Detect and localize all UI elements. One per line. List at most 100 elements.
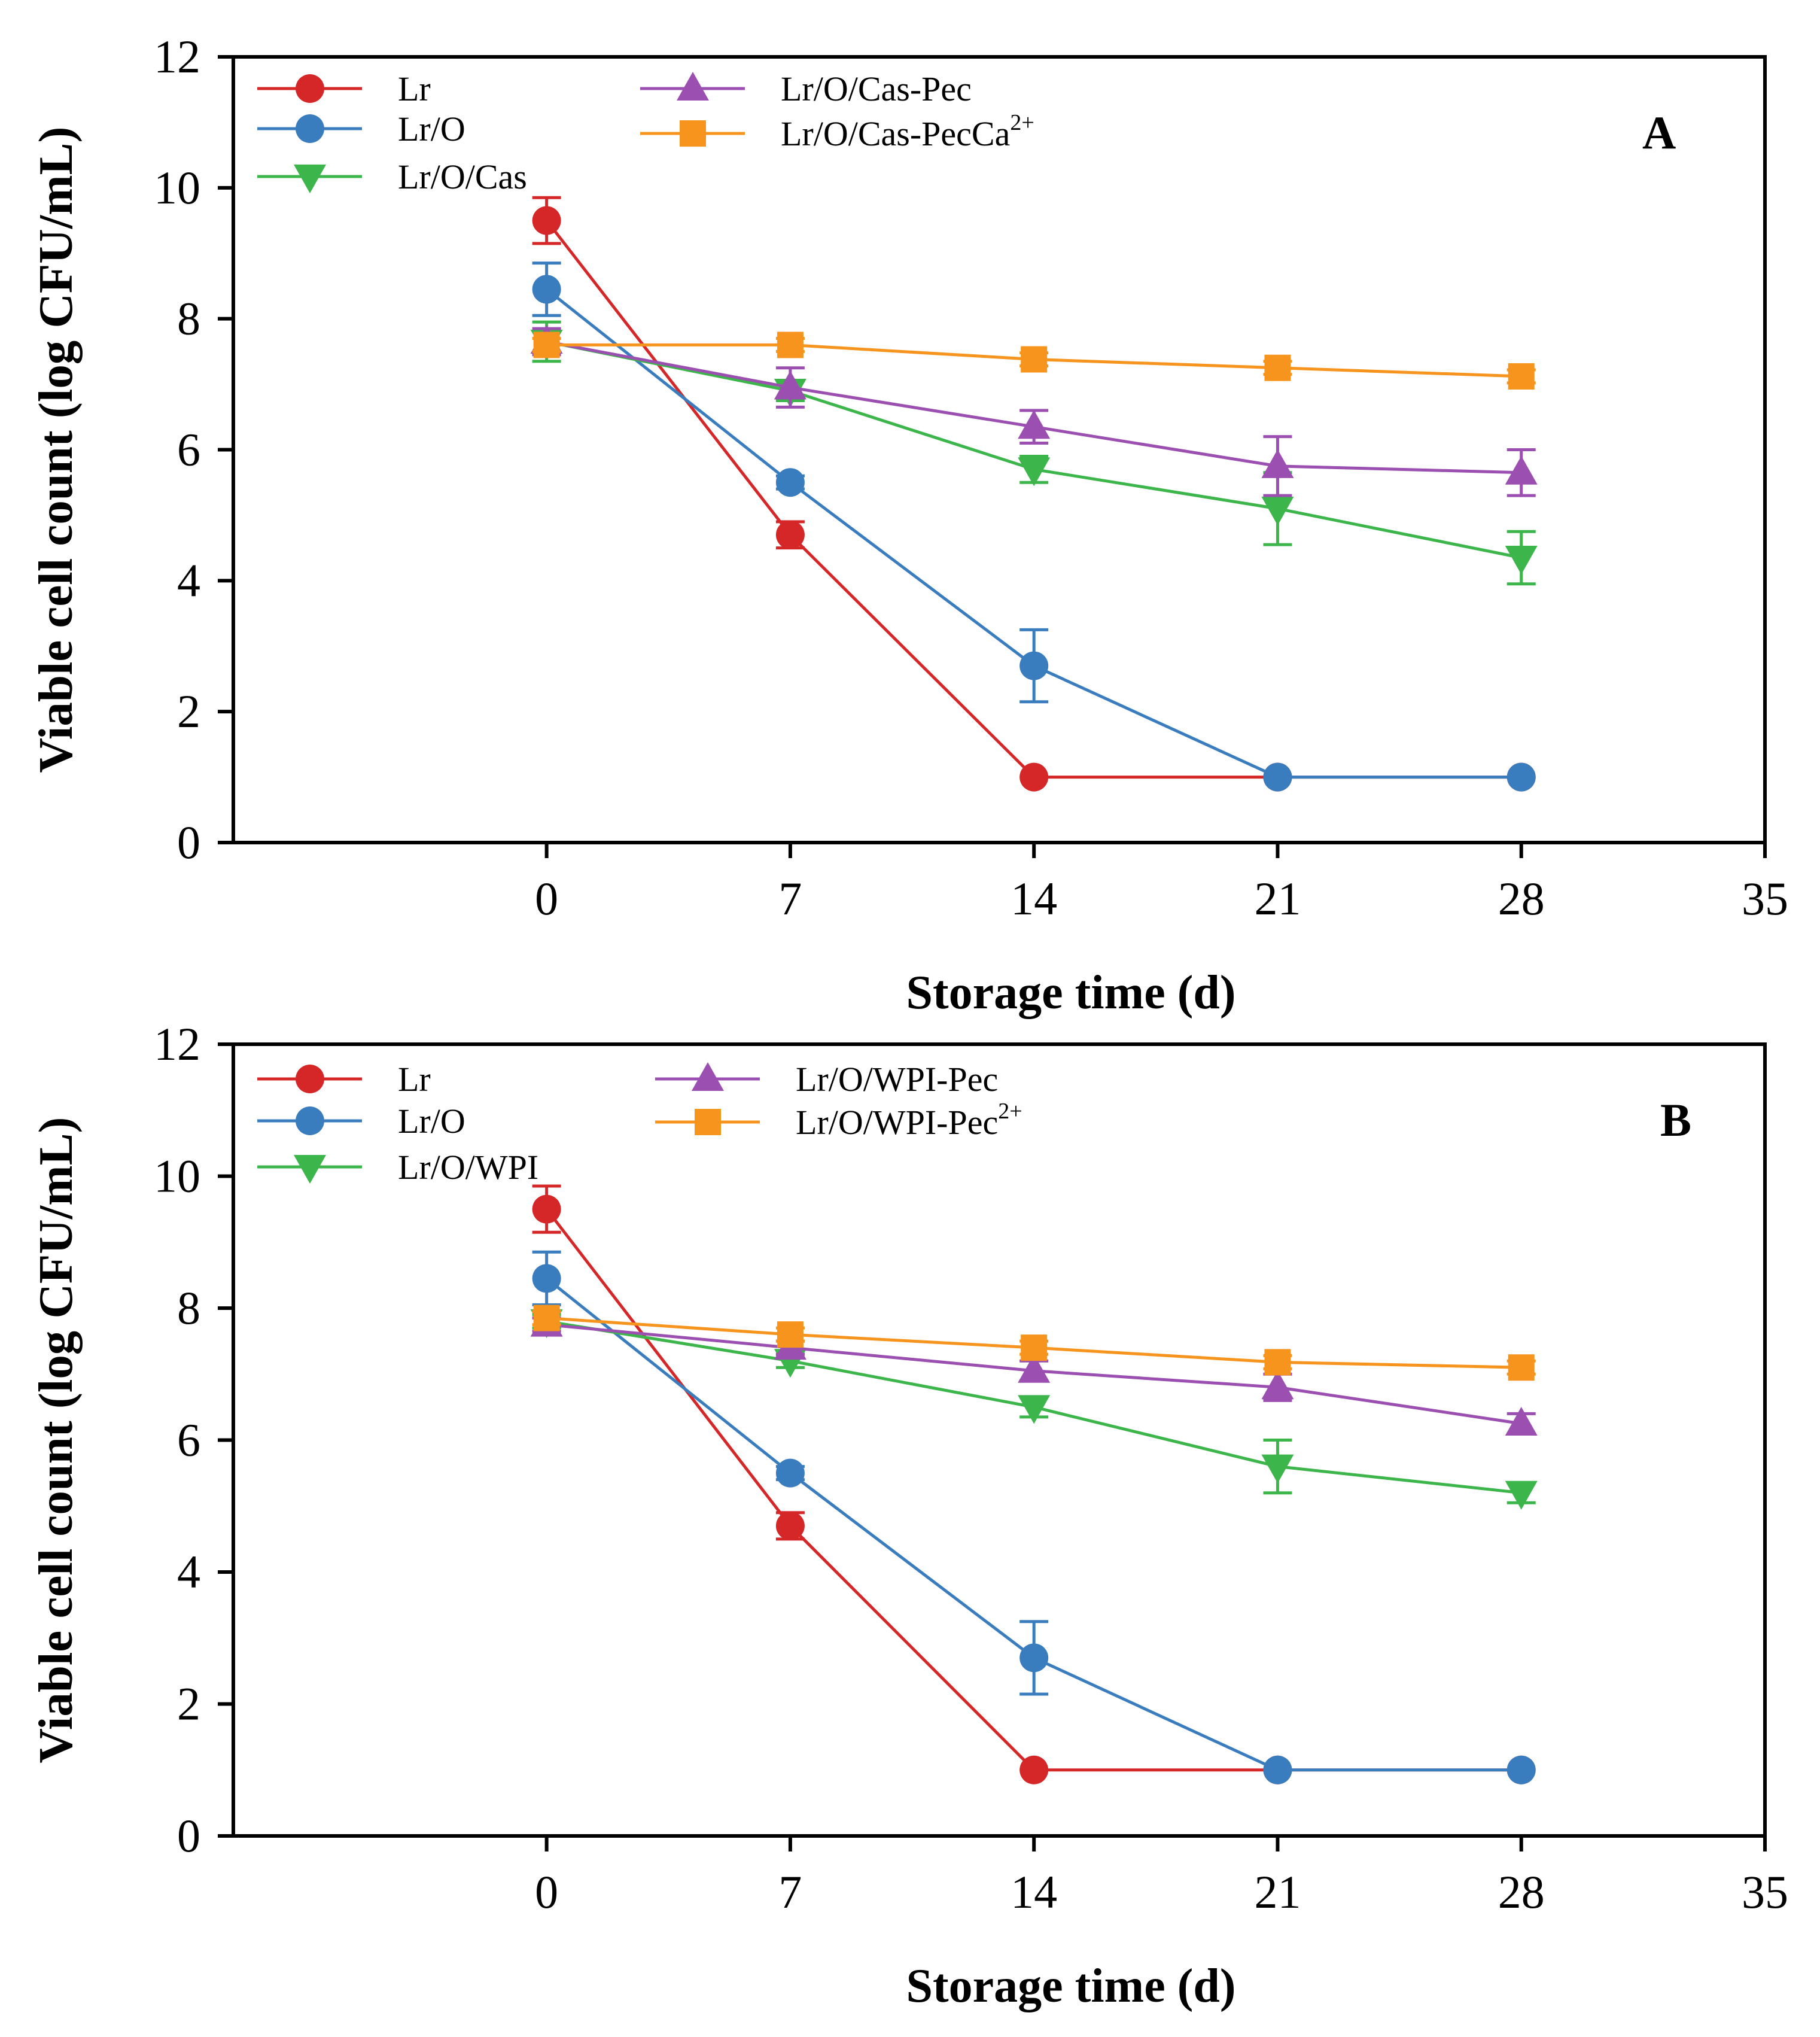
data-point xyxy=(1505,546,1538,575)
legend-marker xyxy=(692,1062,724,1091)
data-point xyxy=(1505,455,1538,485)
data-point xyxy=(775,520,805,549)
data-point xyxy=(775,1511,805,1540)
y-axis-title: Viable cell count (log CFU/mL) xyxy=(30,1117,83,1764)
legend-marker xyxy=(296,1065,324,1093)
series-4 xyxy=(532,332,1536,390)
x-tick-label: 35 xyxy=(1742,1866,1788,1918)
y-tick-label: 6 xyxy=(177,424,200,476)
data-point xyxy=(1506,762,1536,792)
x-axis-title: Storage time (d) xyxy=(906,966,1236,1019)
data-point xyxy=(532,1194,561,1224)
y-tick-label: 2 xyxy=(177,1678,200,1730)
legend-marker xyxy=(680,120,706,147)
data-point xyxy=(532,1264,561,1293)
x-tick-label: 21 xyxy=(1254,872,1301,925)
legend-label: Lr/O/WPI-Pec2+ xyxy=(796,1099,1022,1142)
legend-marker xyxy=(296,1106,324,1135)
legend-label: Lr/O/WPI xyxy=(398,1148,538,1187)
legend-marker xyxy=(695,1109,721,1135)
legend-marker xyxy=(296,74,324,103)
data-point xyxy=(1261,1454,1294,1483)
legend-label: Lr/O/Cas xyxy=(398,157,527,196)
data-point xyxy=(1261,449,1294,478)
x-tick-label: 7 xyxy=(778,872,802,925)
legend-marker xyxy=(296,114,324,143)
data-point xyxy=(1264,1349,1291,1376)
y-tick-label: 12 xyxy=(154,31,200,83)
data-point xyxy=(1018,1395,1051,1424)
legend-item-1: Lr/O xyxy=(257,110,465,148)
y-tick-label: 12 xyxy=(154,1018,200,1070)
y-tick-label: 0 xyxy=(177,1810,200,1862)
data-point xyxy=(1505,1480,1538,1510)
data-point xyxy=(1506,1755,1536,1784)
y-tick-label: 8 xyxy=(177,293,200,345)
legend-label: Lr xyxy=(398,69,431,108)
data-point xyxy=(1019,1755,1049,1784)
legend-item-3: Lr/O/Cas-Pec xyxy=(640,69,972,108)
legend-item-2: Lr/O/Cas xyxy=(257,157,527,196)
data-point xyxy=(1264,354,1291,381)
legend-label: Lr/O/WPI-Pec xyxy=(796,1060,998,1099)
x-tick-label: 14 xyxy=(1011,872,1057,925)
y-tick-label: 4 xyxy=(177,1546,200,1598)
x-tick-label: 28 xyxy=(1498,872,1545,925)
y-tick-label: 6 xyxy=(177,1414,200,1466)
legend-marker xyxy=(677,72,709,101)
x-tick-label: 21 xyxy=(1254,1866,1301,1918)
x-tick-label: 14 xyxy=(1011,1866,1057,1918)
data-point xyxy=(1021,1334,1048,1361)
data-point xyxy=(1018,457,1051,487)
legend-label: Lr/O xyxy=(398,110,465,148)
data-point xyxy=(1018,1354,1051,1383)
legend-label: Lr xyxy=(398,1060,431,1099)
data-point xyxy=(533,1305,560,1331)
x-axis-title: Storage time (d) xyxy=(906,1960,1236,2012)
data-point xyxy=(532,206,561,235)
y-tick-label: 10 xyxy=(154,162,200,214)
data-point xyxy=(533,332,560,358)
legend-label: Lr/O/Cas-Pec xyxy=(781,69,972,108)
y-tick-label: 8 xyxy=(177,1282,200,1334)
data-point xyxy=(532,275,561,304)
data-point xyxy=(1263,1755,1292,1784)
legend-label: Lr/O/Cas-PecCa2+ xyxy=(781,110,1034,153)
y-tick-label: 10 xyxy=(154,1150,200,1202)
legend-marker xyxy=(294,165,326,193)
data-point xyxy=(1263,762,1292,792)
series-1 xyxy=(532,1250,1536,1784)
data-point xyxy=(1508,1354,1535,1381)
panel-b: 0 2 4 6 8 10 12 0 7 14 21 28 35 Storage time (d) Viabl… xyxy=(30,1018,1788,2012)
data-point xyxy=(1019,762,1049,792)
legend-marker xyxy=(294,1155,326,1184)
legend-item-0: Lr xyxy=(257,69,431,108)
legend-item-3: Lr/O/WPI-Pec xyxy=(655,1060,998,1099)
data-point xyxy=(1019,1643,1049,1673)
x-tick-label: 28 xyxy=(1498,1866,1545,1918)
series-4 xyxy=(532,1305,1536,1381)
data-point xyxy=(1261,1370,1294,1400)
legend-superscript: 2+ xyxy=(1010,110,1034,135)
panel-label: B xyxy=(1660,1094,1691,1146)
series-1 xyxy=(532,262,1536,792)
data-point xyxy=(777,1321,804,1348)
x-tick-label: 0 xyxy=(535,872,558,925)
legend-item-4: Lr/O/Cas-PecCa2+ xyxy=(640,110,1034,153)
x-tick-label: 35 xyxy=(1742,872,1788,925)
legend-item-0: Lr xyxy=(257,1060,431,1099)
data-point xyxy=(1021,346,1048,373)
panel-a: 0 2 4 6 8 10 12 0 7 14 21 28 35 Storage time (d) Viabl… xyxy=(30,31,1788,1019)
x-tick-label: 7 xyxy=(778,1866,802,1918)
legend-item-4: Lr/O/WPI-Pec2+ xyxy=(655,1099,1022,1142)
data-point xyxy=(775,1458,805,1488)
legend-label: Lr/O xyxy=(398,1102,465,1141)
y-tick-label: 2 xyxy=(177,685,200,737)
data-point xyxy=(1019,651,1049,680)
data-point xyxy=(1018,410,1051,439)
data-point xyxy=(1261,496,1294,525)
y-axis-title: Viable cell count (log CFU/mL) xyxy=(30,127,83,773)
legend-superscript: 2+ xyxy=(998,1099,1022,1124)
data-point xyxy=(1505,1406,1538,1436)
